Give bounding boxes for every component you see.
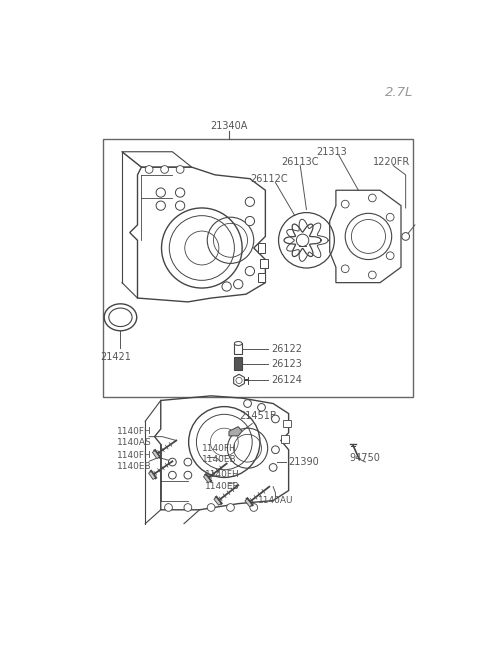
Circle shape [168, 472, 176, 479]
Circle shape [184, 458, 192, 466]
Polygon shape [234, 374, 244, 386]
Circle shape [145, 166, 153, 174]
Text: 21451B: 21451B [239, 411, 276, 421]
Circle shape [234, 280, 243, 289]
Text: 21313: 21313 [316, 147, 347, 157]
Circle shape [222, 282, 231, 291]
Circle shape [250, 504, 258, 512]
Circle shape [184, 504, 192, 512]
Circle shape [161, 166, 168, 174]
Bar [258, 272, 265, 282]
Circle shape [269, 464, 277, 472]
Text: 1140FH
1140EB: 1140FH 1140EB [117, 451, 152, 472]
Bar [103, 139, 413, 397]
Circle shape [176, 188, 185, 197]
Text: 1140FH
1140EB: 1140FH 1140EB [202, 444, 236, 464]
Circle shape [402, 233, 409, 240]
Bar [234, 343, 242, 354]
Circle shape [156, 201, 166, 210]
Text: 26112C: 26112C [251, 174, 288, 183]
Polygon shape [214, 497, 221, 505]
Polygon shape [153, 451, 159, 458]
Text: 21390: 21390 [288, 457, 319, 467]
Polygon shape [245, 499, 252, 507]
Polygon shape [229, 426, 242, 436]
Bar [283, 420, 291, 428]
Bar [234, 358, 242, 369]
Polygon shape [149, 472, 156, 479]
Bar [281, 435, 288, 443]
Circle shape [245, 267, 254, 276]
Circle shape [245, 216, 254, 226]
Text: 21421: 21421 [100, 352, 131, 362]
Circle shape [207, 504, 215, 512]
Circle shape [176, 166, 184, 174]
Text: 94750: 94750 [349, 453, 380, 463]
Circle shape [341, 200, 349, 208]
Circle shape [386, 252, 394, 259]
Polygon shape [204, 475, 211, 483]
Bar [258, 244, 265, 253]
Circle shape [369, 271, 376, 279]
Circle shape [245, 197, 254, 206]
Text: 1140AU: 1140AU [258, 496, 293, 505]
Circle shape [227, 504, 234, 512]
Circle shape [258, 403, 265, 411]
Text: 1140FH
1140AS: 1140FH 1140AS [117, 426, 152, 447]
Circle shape [165, 504, 172, 512]
Circle shape [272, 446, 279, 454]
Text: 1140FH
1140EB: 1140FH 1140EB [205, 470, 240, 491]
Circle shape [386, 214, 394, 221]
Bar [260, 259, 268, 268]
Text: 26113C: 26113C [281, 157, 319, 167]
Circle shape [156, 188, 166, 197]
Circle shape [341, 265, 349, 272]
Text: 21340A: 21340A [210, 121, 248, 132]
Circle shape [272, 415, 279, 422]
Circle shape [176, 201, 185, 210]
Circle shape [184, 472, 192, 479]
Circle shape [244, 400, 252, 407]
Ellipse shape [234, 341, 242, 345]
Text: 26124: 26124 [272, 375, 302, 385]
Text: 26122: 26122 [272, 344, 302, 354]
Text: 1220FR: 1220FR [373, 157, 410, 167]
Text: 2.7L: 2.7L [385, 86, 414, 99]
Circle shape [168, 458, 176, 466]
Text: 26123: 26123 [272, 358, 302, 369]
Circle shape [369, 194, 376, 202]
